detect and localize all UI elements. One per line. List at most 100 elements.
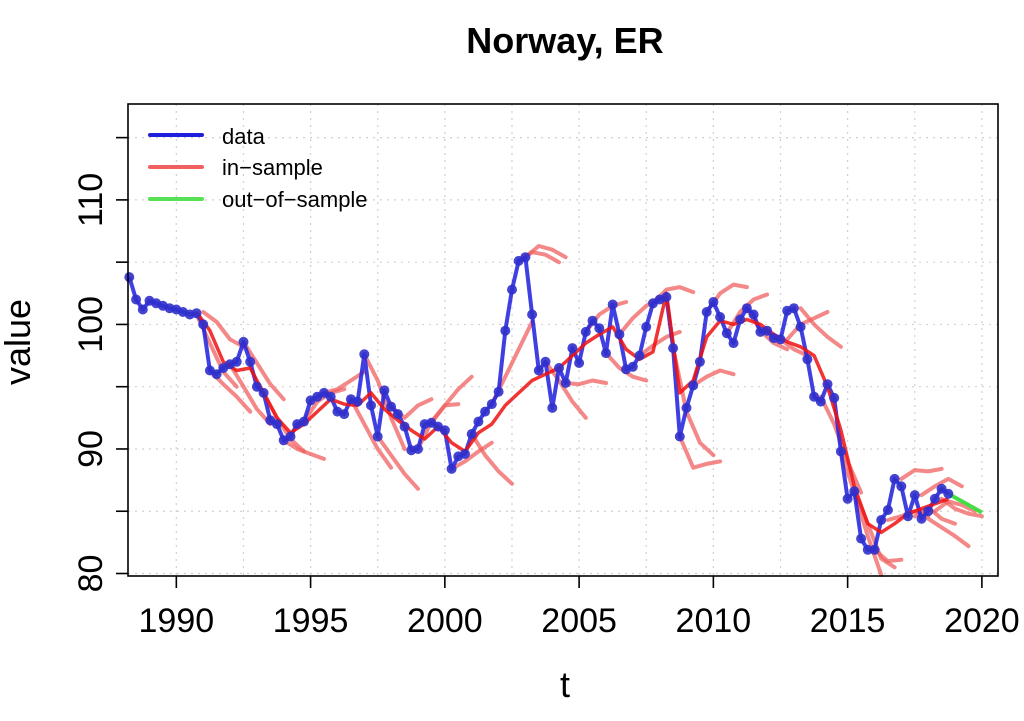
data-point [493,386,504,397]
data-point [594,323,605,334]
data-point [124,272,135,283]
data-point [882,505,893,515]
data-point [231,356,242,367]
out-of-sample-line [947,492,983,515]
in-sample-path [348,397,394,470]
data-point [634,350,645,361]
in-sample-path [677,434,723,470]
data-point [251,381,262,392]
data-point [399,421,410,432]
data-point [413,444,423,454]
x-tick-label: 1990 [139,602,215,640]
data-point [601,348,611,359]
data-point [439,425,450,436]
data-point [574,358,585,368]
in-sample-path [429,374,474,425]
in-sample-path [563,378,608,387]
legend-label-out-of-sample: out−of−sample [222,187,368,212]
data-point [748,309,759,320]
data-point [869,544,880,555]
data-point [856,533,867,544]
data-point [701,307,712,317]
data-point [486,399,497,410]
x-tick-label: 2005 [541,602,617,640]
data-point [500,325,511,336]
data-point [285,431,296,442]
data-point [238,336,249,347]
in-sample-path [872,547,904,564]
data-point [460,449,470,459]
data-point [547,402,558,413]
data-point [211,369,222,380]
data-point [694,356,705,367]
data-point [325,391,336,402]
data-point [835,446,846,457]
data-point [741,303,752,314]
data-point [379,385,390,396]
data-point [849,486,860,497]
data-point [775,334,786,345]
data-point [191,308,202,319]
data-point [372,431,383,442]
in-sample-path [926,516,971,549]
y-tick-label: 80 [72,555,110,593]
data-point [554,363,564,373]
legend-label-data: data [222,124,266,149]
in-sample-path [691,368,736,388]
y-tick-label: 90 [72,430,110,468]
data-point [607,299,618,310]
data-point [923,506,934,517]
data-point [929,493,940,504]
in-sample-path [523,244,568,260]
in-sample-mean-line [195,291,949,535]
data-point [258,387,269,398]
in-sample-path [932,499,978,514]
in-sample-path [228,362,273,427]
data-point [822,379,833,390]
data-point [909,490,920,501]
data-point [507,284,517,295]
data-point [802,354,813,365]
data-point [721,328,732,339]
data-point [480,406,491,417]
data-point [359,349,370,360]
data-point [137,304,148,315]
data-point [580,326,591,337]
data-point [688,380,699,391]
data-point [466,429,477,439]
data-point [614,329,625,340]
data-points [124,252,954,555]
data-point [889,473,900,484]
in-sample-path [939,496,984,519]
data-point [762,325,773,336]
data-point [661,292,672,302]
in-sample-path [469,432,514,486]
data-point [352,396,363,407]
in-sample-path [785,310,830,342]
data-point [533,365,544,376]
data-point [567,343,578,354]
in-sample-path [449,440,494,471]
x-tick-label: 1995 [273,602,349,640]
x-tick-label: 2020 [944,602,1020,640]
data-point [728,338,739,349]
data-point [708,297,719,307]
data-point [715,312,726,322]
data-point [641,321,652,332]
data-point [668,343,679,354]
data-point [943,488,954,499]
in-sample-path [201,310,246,349]
in-sample-path [899,466,944,481]
y-axis-label: value [0,299,38,385]
x-tick-label: 2000 [407,602,483,640]
data-point [520,252,531,263]
data-point [339,409,350,420]
data-point [587,315,598,326]
legend: data in−sample out−of−sample [148,124,368,212]
data-point [896,481,907,492]
x-tick-label: 2015 [810,602,886,640]
y-tick-label: 110 [72,173,110,227]
in-sample-path [322,369,367,395]
data-point [131,294,142,305]
data-point [198,319,209,330]
